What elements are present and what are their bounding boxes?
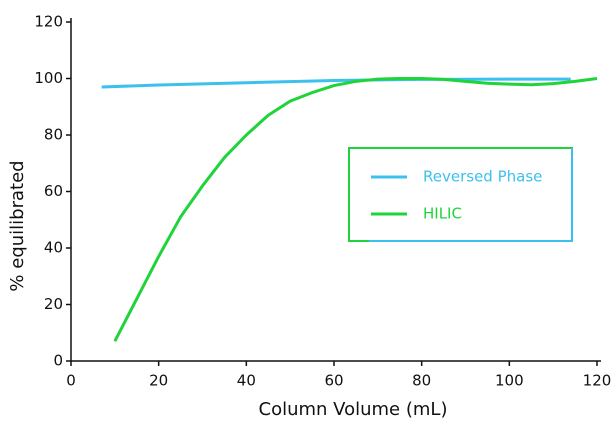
y-tick-label: 20 — [44, 295, 63, 313]
y-tick-label: 100 — [34, 69, 63, 87]
legend-label: HILIC — [423, 205, 462, 223]
y-tick-label: 60 — [44, 182, 63, 200]
y-tick-label: 80 — [44, 126, 63, 144]
x-tick-label: 40 — [237, 372, 256, 390]
x-tick-label: 20 — [149, 372, 168, 390]
y-tick-label: 40 — [44, 239, 63, 257]
line — [101, 77, 571, 89]
legend-box-edge — [369, 148, 573, 242]
x-tick-label: 100 — [495, 372, 524, 390]
x-tick-label: 0 — [66, 372, 76, 390]
legend-label: Reversed Phase — [423, 168, 542, 186]
y-tick-label: 120 — [34, 13, 63, 31]
legend-box — [348, 147, 573, 242]
x-tick-label: 60 — [324, 372, 343, 390]
x-tick-label: 80 — [412, 372, 431, 390]
line — [113, 77, 598, 342]
y-tick-label: 0 — [53, 352, 63, 370]
x-tick-label: 120 — [583, 372, 612, 390]
y-axis-label: % equilibrated — [7, 160, 28, 291]
x-axis-label: Column Volume (mL) — [259, 399, 448, 420]
